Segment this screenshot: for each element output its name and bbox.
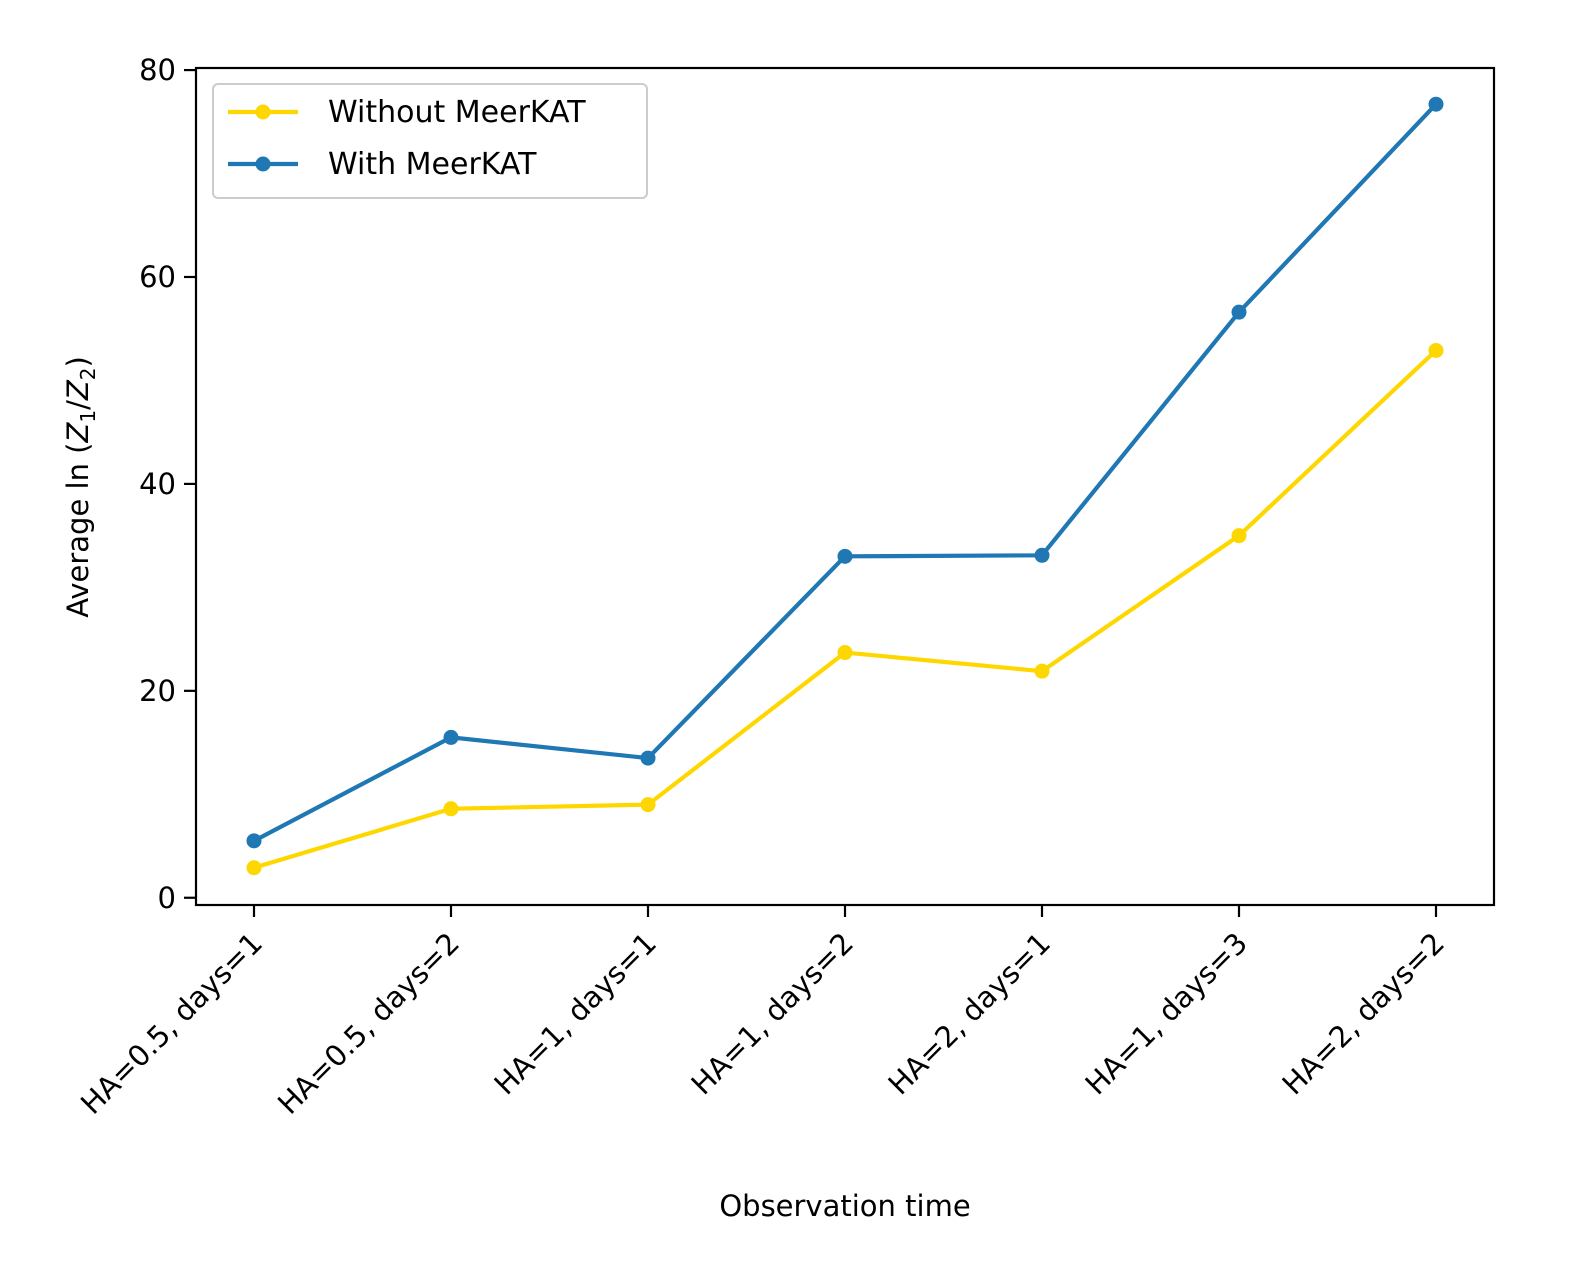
y-axis-title-sub2: 2 — [76, 368, 100, 381]
data-point-0-4 — [1034, 663, 1050, 679]
series-0 — [246, 342, 1444, 876]
y-axis: 0 20 40 60 80 — [139, 53, 196, 915]
data-point-1-4 — [1034, 547, 1050, 563]
data-point-1-5 — [1231, 304, 1247, 320]
y-axis-title-z1: Z — [61, 422, 95, 444]
y-axis-title: Average ln (Z1/Z2) — [61, 356, 100, 618]
y-tick-label-2: 40 — [139, 467, 176, 501]
x-axis-title: Observation time — [719, 1189, 970, 1223]
legend-entries: Without MeerKAT With MeerKAT — [228, 95, 586, 182]
data-point-1-1 — [443, 729, 459, 745]
data-point-1-6 — [1428, 96, 1444, 112]
y-axis-title-sub1: 1 — [76, 410, 100, 423]
y-tick-label-4: 80 — [139, 53, 176, 87]
series-layer — [246, 96, 1444, 876]
data-point-0-5 — [1231, 528, 1247, 544]
data-point-1-3 — [837, 548, 853, 564]
data-point-0-1 — [443, 801, 459, 817]
data-point-0-2 — [640, 797, 656, 813]
data-point-0-6 — [1428, 342, 1444, 358]
y-axis-title-slash: / — [61, 400, 95, 410]
y-axis-title-z2: Z — [61, 379, 95, 401]
y-tick-label-3: 60 — [139, 260, 176, 294]
legend-label-0: Without MeerKAT — [328, 95, 586, 130]
series-1 — [246, 96, 1444, 849]
legend: Without MeerKAT With MeerKAT — [212, 83, 648, 199]
data-point-1-2 — [640, 750, 656, 766]
y-axis-title-prefix: Average ln ( — [61, 443, 95, 618]
legend-marker-0 — [255, 104, 271, 120]
y-tick-label-1: 20 — [139, 674, 176, 708]
legend-marker-1 — [255, 156, 271, 172]
y-axis-title-suffix: ) — [61, 356, 95, 367]
legend-box — [212, 83, 648, 199]
y-tick-label-0: 0 — [158, 881, 176, 915]
data-point-0-3 — [837, 645, 853, 661]
data-point-0-0 — [246, 860, 262, 876]
data-point-1-0 — [246, 833, 262, 849]
legend-label-1: With MeerKAT — [328, 147, 537, 182]
